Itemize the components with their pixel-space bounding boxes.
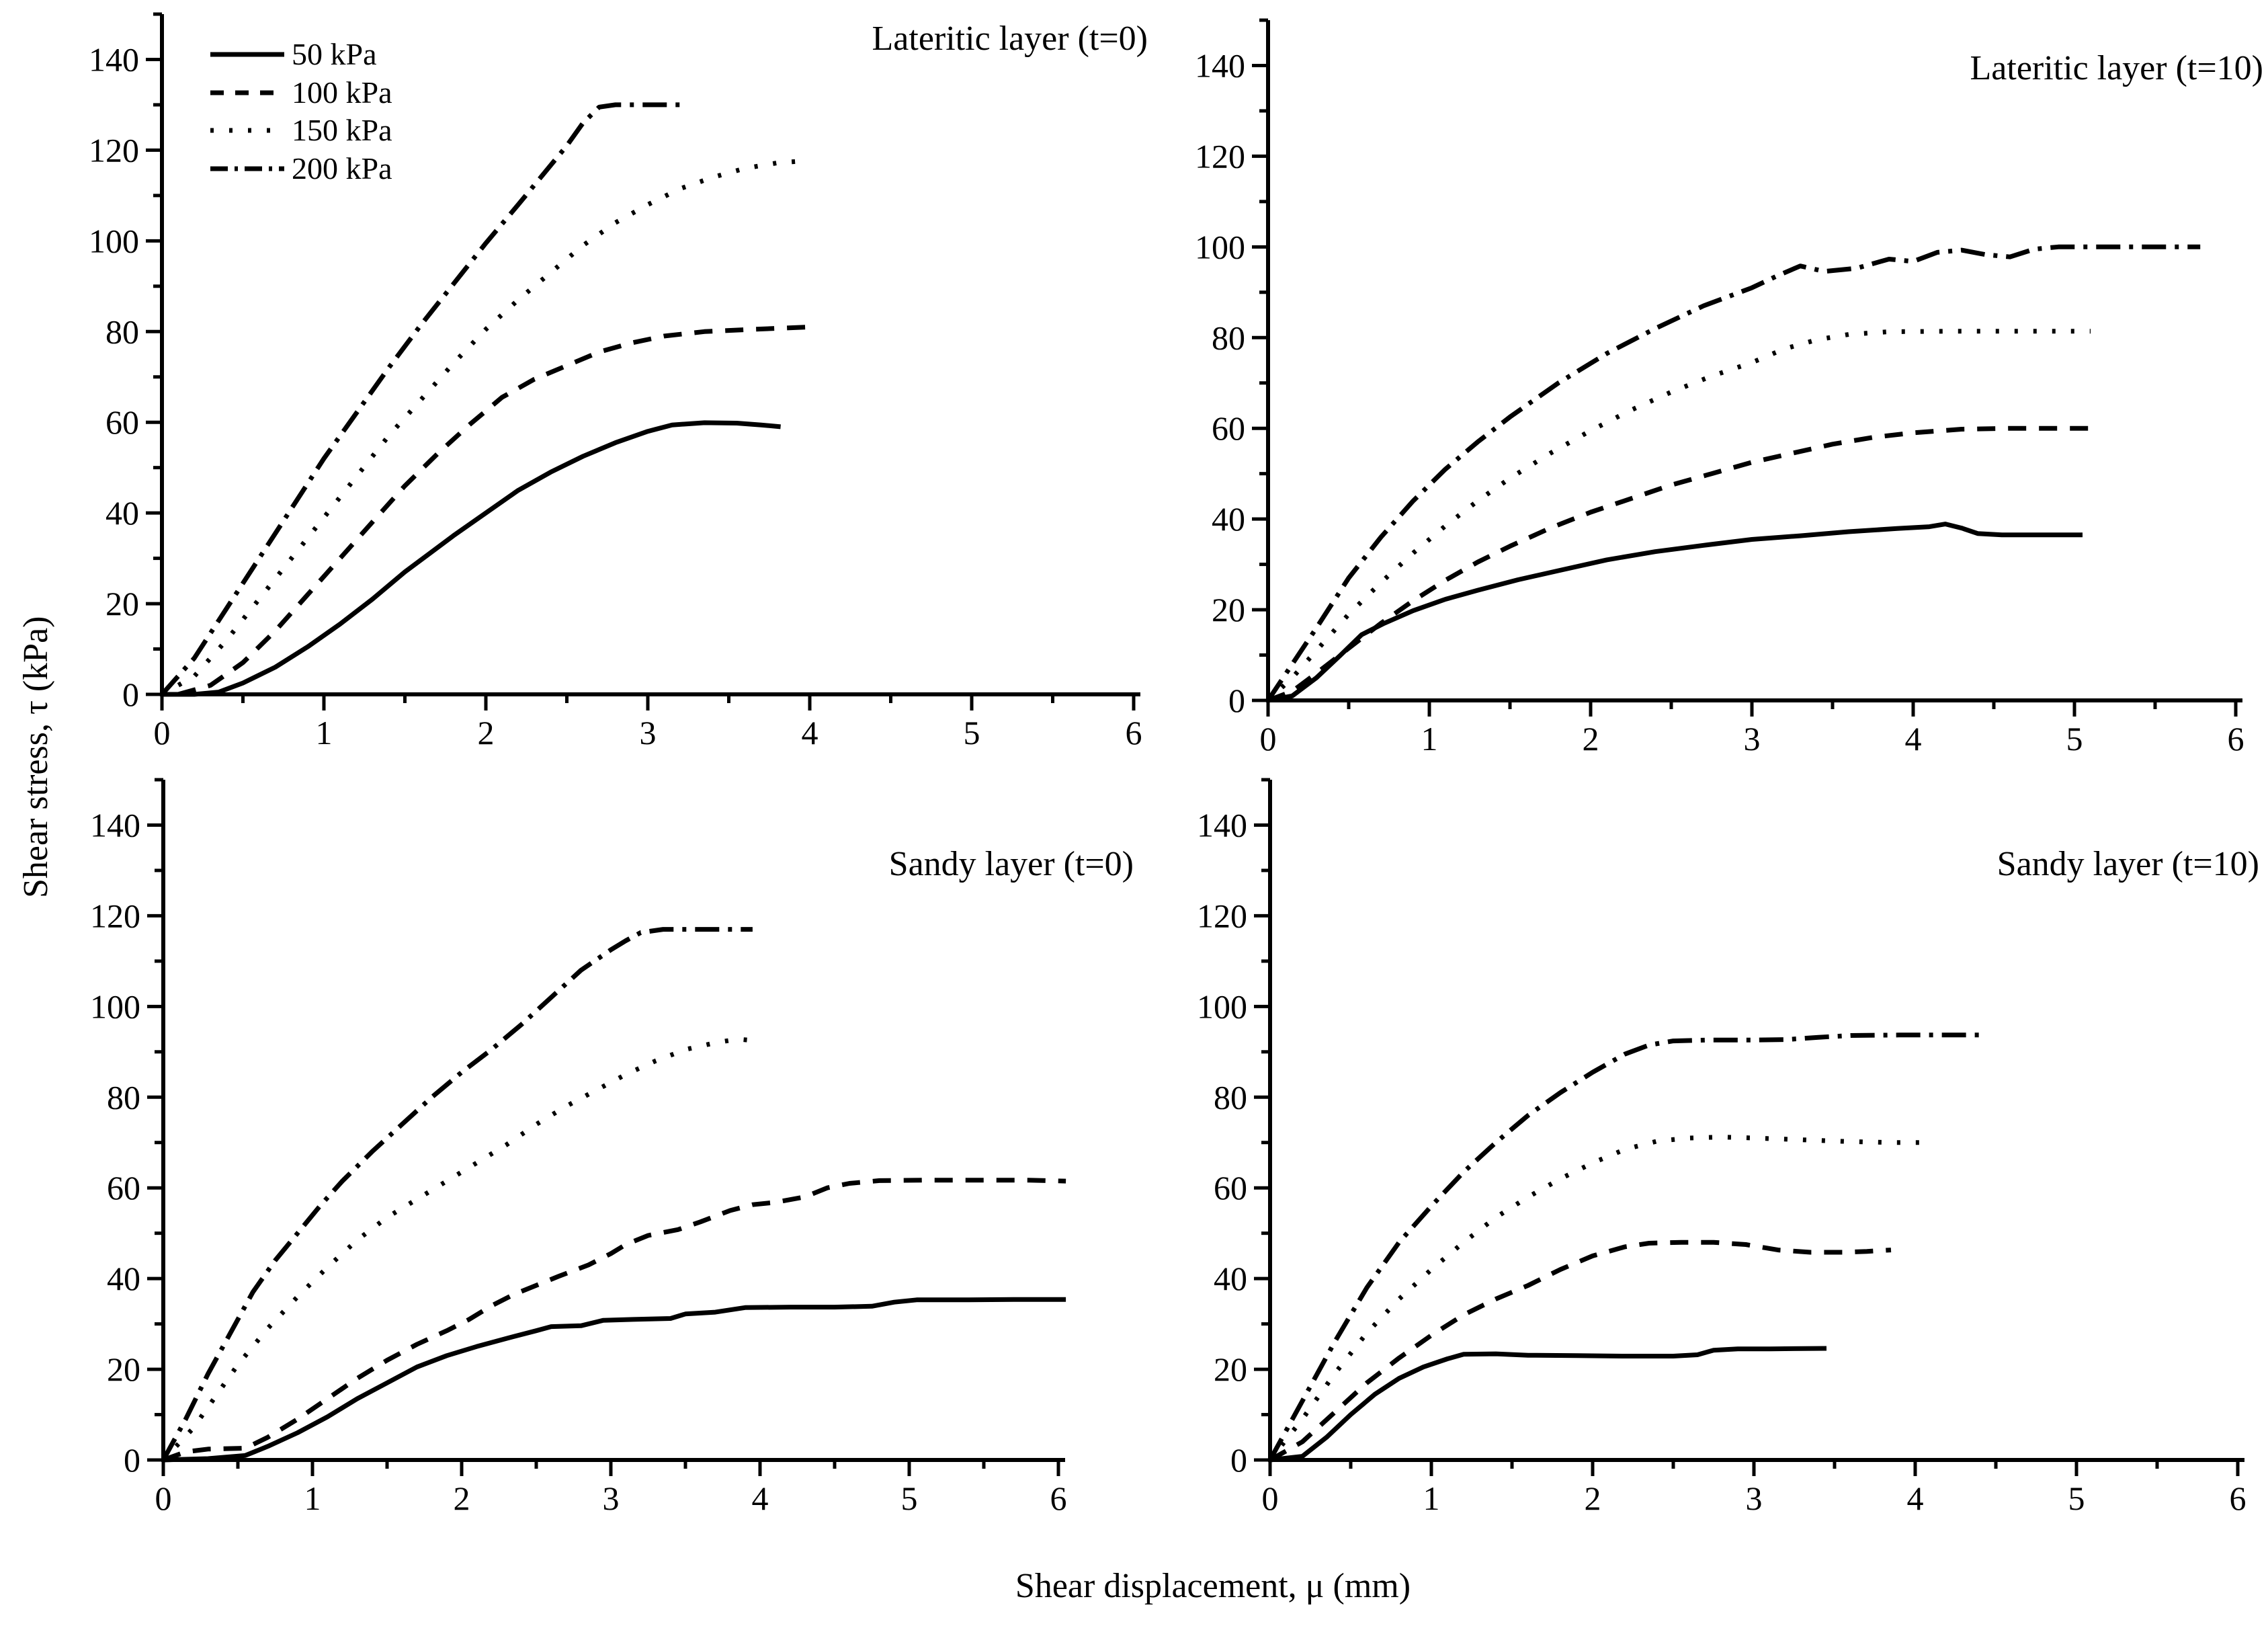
y-tick-label: 80 (107, 1078, 140, 1116)
y-tick-label: 0 (1230, 1441, 1247, 1479)
y-tick-label: 20 (1214, 1350, 1247, 1388)
y-axis-label: Shear stress, τ (kPa) (17, 616, 55, 898)
x-tick-label: 2 (1583, 720, 1599, 758)
x-tick-label: 1 (1421, 720, 1438, 758)
legend-label-200kpa: 200 kPa (292, 151, 392, 186)
y-tick-label: 140 (1197, 806, 1247, 844)
y-tick-label: 80 (1212, 319, 1245, 356)
x-tick-label: 5 (964, 714, 980, 751)
legend-label-50kpa: 50 kPa (292, 37, 377, 71)
y-tick-label: 40 (106, 494, 139, 532)
legend-label-100kpa: 100 kPa (292, 75, 392, 110)
y-tick-label: 100 (1195, 228, 1245, 266)
x-tick-label: 5 (901, 1479, 918, 1517)
y-tick-label: 20 (107, 1350, 140, 1388)
y-tick-label: 0 (1228, 682, 1245, 719)
x-tick-label: 6 (1050, 1479, 1067, 1517)
y-tick-label: 100 (90, 987, 140, 1025)
x-tick-label: 1 (316, 714, 333, 751)
x-tick-label: 3 (1744, 720, 1761, 758)
x-tick-label: 1 (304, 1479, 321, 1517)
panel-title-sandy-t10: Sandy layer (t=10) (1997, 845, 2259, 883)
series-dashed-100kPa (162, 1178, 1066, 1463)
y-tick-label: 100 (89, 222, 139, 259)
series-dashed-100kPa (1269, 1239, 1892, 1463)
x-tick-label: 2 (454, 1479, 470, 1517)
y-tick-label: 0 (122, 676, 139, 713)
series-dotted-150kPa (161, 1036, 753, 1462)
series-solid-50kPa (163, 1297, 1066, 1463)
x-tick-label: 0 (155, 1479, 172, 1517)
series-solid-50kPa (162, 420, 781, 697)
series-solid-50kPa (1267, 522, 2083, 703)
y-tick-label: 40 (1212, 500, 1245, 538)
series-dashdot-200kPa (1266, 244, 2201, 702)
x-tick-label: 6 (2230, 1479, 2246, 1517)
y-tick-label: 40 (1214, 1260, 1247, 1297)
y-tick-label: 0 (124, 1441, 140, 1479)
y-tick-label: 140 (89, 40, 139, 78)
x-tick-label: 0 (154, 714, 171, 751)
series-dashdot-200kPa (161, 927, 753, 1461)
series-dashdot-200kPa (160, 102, 681, 696)
x-tick-label: 4 (802, 714, 818, 751)
y-tick-label: 80 (106, 313, 139, 350)
y-tick-label: 140 (1195, 46, 1245, 84)
y-tick-label: 100 (1197, 987, 1247, 1025)
series-dotted-150kPa (1268, 1135, 1923, 1462)
x-tick-label: 3 (1746, 1479, 1763, 1517)
y-tick-label: 60 (1212, 409, 1245, 447)
y-tick-label: 60 (106, 403, 139, 441)
y-tick-label: 120 (89, 131, 139, 169)
y-tick-label: 20 (106, 585, 139, 622)
x-axis-label: Shear displacement, μ (mm) (1015, 1567, 1411, 1605)
series-dotted-150kPa (1266, 329, 2091, 702)
y-tick-label: 20 (1212, 591, 1245, 628)
y-tick-label: 40 (107, 1260, 140, 1297)
x-tick-label: 0 (1260, 720, 1277, 758)
x-tick-label: 2 (478, 714, 495, 751)
y-tick-label: 60 (107, 1169, 140, 1207)
y-tick-label: 140 (90, 806, 140, 844)
legend-label-150kpa: 150 kPa (292, 113, 392, 147)
panel-title-lateritic-t10: Lateritic layer (t=10) (1970, 49, 2263, 87)
y-tick-label: 120 (1197, 897, 1247, 934)
series-dashed-100kPa (1267, 425, 2091, 703)
x-tick-label: 3 (640, 714, 657, 751)
panel-title-lateritic-t0: Lateritic layer (t=0) (872, 19, 1148, 58)
series-solid-50kPa (1269, 1346, 1827, 1463)
series-dotted-150kPa (161, 159, 802, 697)
x-tick-label: 5 (2066, 720, 2083, 758)
panel-title-sandy-t0: Sandy layer (t=0) (888, 845, 1134, 883)
x-tick-label: 4 (1905, 720, 1922, 758)
x-tick-label: 2 (1585, 1479, 1601, 1517)
x-tick-label: 6 (2228, 720, 2244, 758)
x-tick-label: 3 (603, 1479, 620, 1517)
series-dashed-100kPa (177, 325, 810, 697)
x-tick-label: 5 (2068, 1479, 2085, 1517)
y-tick-label: 60 (1214, 1169, 1247, 1207)
y-tick-label: 120 (90, 897, 140, 934)
x-tick-label: 6 (1126, 714, 1142, 751)
x-tick-label: 1 (1423, 1479, 1440, 1517)
y-tick-label: 80 (1214, 1078, 1247, 1116)
x-tick-label: 0 (1262, 1479, 1279, 1517)
y-tick-label: 120 (1195, 137, 1245, 175)
x-tick-label: 4 (752, 1479, 769, 1517)
x-tick-label: 4 (1907, 1479, 1924, 1517)
